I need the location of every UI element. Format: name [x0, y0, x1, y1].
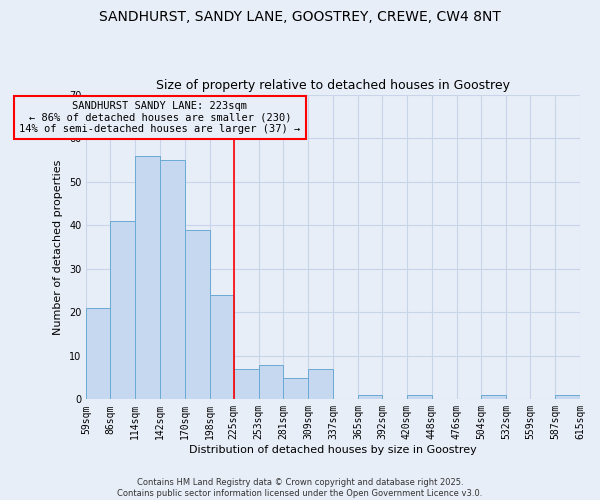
Bar [135, 156, 160, 400]
Bar [209, 295, 233, 400]
Bar [555, 395, 580, 400]
Y-axis label: Number of detached properties: Number of detached properties [53, 160, 64, 334]
X-axis label: Distribution of detached houses by size in Goostrey: Distribution of detached houses by size … [189, 445, 477, 455]
Bar [110, 221, 135, 400]
Text: Contains HM Land Registry data © Crown copyright and database right 2025.
Contai: Contains HM Land Registry data © Crown c… [118, 478, 482, 498]
Bar [160, 160, 185, 400]
Bar [407, 395, 431, 400]
Bar [283, 378, 308, 400]
Bar [259, 364, 283, 400]
Bar [481, 395, 506, 400]
Bar [358, 395, 382, 400]
Text: SANDHURST, SANDY LANE, GOOSTREY, CREWE, CW4 8NT: SANDHURST, SANDY LANE, GOOSTREY, CREWE, … [99, 10, 501, 24]
Title: Size of property relative to detached houses in Goostrey: Size of property relative to detached ho… [156, 79, 510, 92]
Bar [185, 230, 209, 400]
Text: SANDHURST SANDY LANE: 223sqm
← 86% of detached houses are smaller (230)
14% of s: SANDHURST SANDY LANE: 223sqm ← 86% of de… [19, 101, 301, 134]
Bar [233, 369, 259, 400]
Bar [308, 369, 333, 400]
Bar [86, 308, 110, 400]
